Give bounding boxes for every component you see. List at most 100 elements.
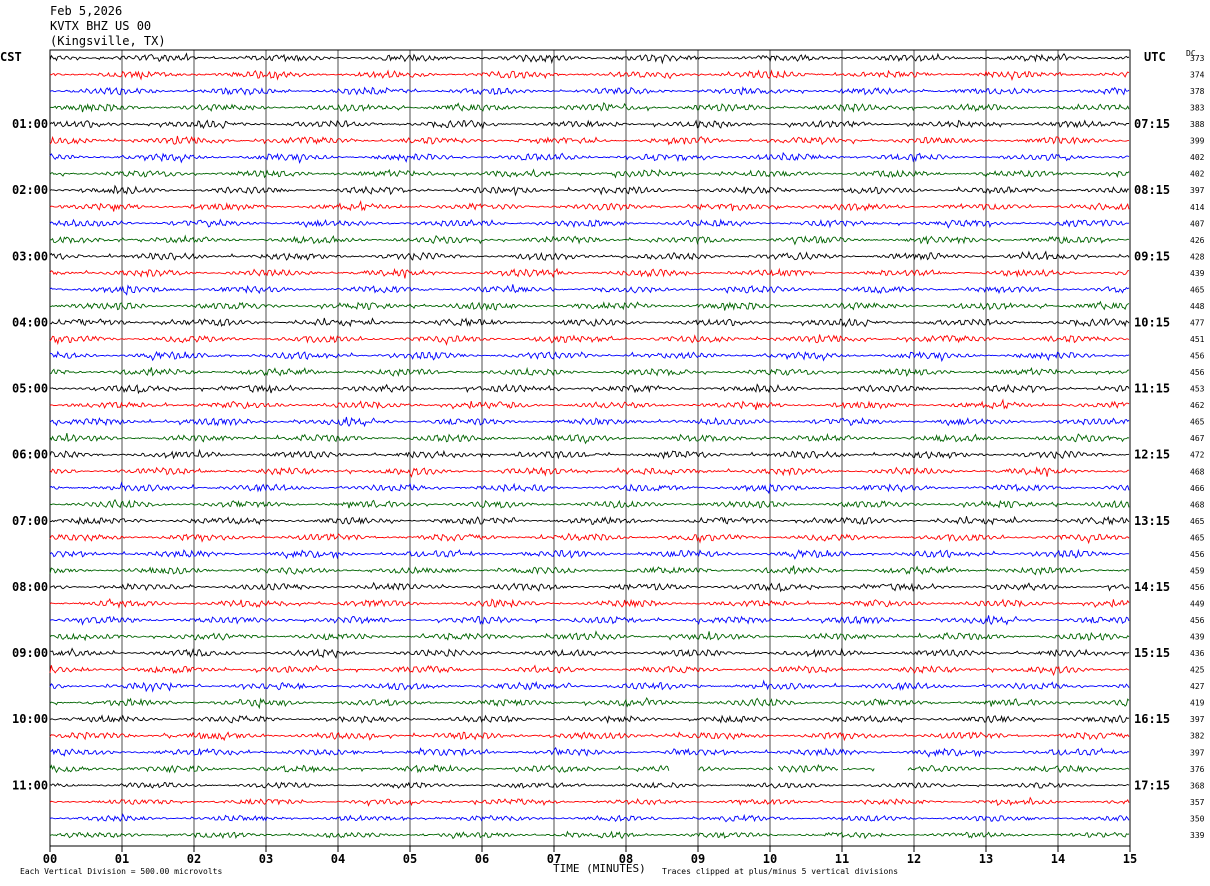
seismic-trace xyxy=(49,416,1130,428)
dc-offset-label: 472 xyxy=(1190,451,1205,460)
seismic-trace xyxy=(49,300,1130,311)
x-tick-label: 15 xyxy=(1123,852,1137,866)
dc-offset-label: 388 xyxy=(1190,120,1205,129)
seismic-trace xyxy=(49,101,1130,113)
dc-offset-label: 465 xyxy=(1190,285,1205,294)
seismic-trace xyxy=(49,466,1130,478)
x-tick-label: 07 xyxy=(547,852,561,866)
dc-offset-label: 382 xyxy=(1190,732,1205,741)
dc-offset-label: 459 xyxy=(1190,566,1205,575)
left-time-label: 03:00 xyxy=(12,249,48,263)
seismic-trace xyxy=(49,630,1130,642)
dc-offset-label: 397 xyxy=(1190,748,1205,757)
seismic-trace xyxy=(49,731,1130,742)
seismic-trace xyxy=(49,448,1130,460)
seismic-trace xyxy=(49,383,1130,395)
dc-offset-label: 428 xyxy=(1190,252,1205,261)
seismic-trace xyxy=(49,498,1130,509)
dc-offset-label: 402 xyxy=(1190,170,1205,179)
scale-note: Each Vertical Division = 500.00 microvol… xyxy=(20,867,223,876)
right-time-label: 09:15 xyxy=(1134,249,1170,263)
seismic-trace xyxy=(49,581,1130,593)
right-time-label: 07:15 xyxy=(1134,117,1170,131)
seismic-trace xyxy=(49,366,1130,377)
dc-offset-label: 465 xyxy=(1190,533,1205,542)
left-time-label: 11:00 xyxy=(12,778,48,792)
dc-offset-label: 383 xyxy=(1190,104,1205,113)
seismic-trace xyxy=(49,548,1130,560)
right-time-label: 08:15 xyxy=(1134,183,1170,197)
seismic-trace xyxy=(49,184,1130,197)
right-time-label: 13:15 xyxy=(1134,514,1170,528)
dc-offset-label: 462 xyxy=(1190,401,1205,410)
left-time-label: 05:00 xyxy=(12,382,48,396)
dc-offset-label: 466 xyxy=(1190,484,1205,493)
x-tick-label: 05 xyxy=(403,852,417,866)
seismic-trace xyxy=(49,796,1130,807)
seismic-trace xyxy=(49,119,1130,130)
plot-frame xyxy=(49,49,1131,847)
dc-offset-label: 402 xyxy=(1190,153,1205,162)
left-time-label: 08:00 xyxy=(12,580,48,594)
seismic-trace xyxy=(49,135,1129,146)
dc-offset-label: 477 xyxy=(1190,318,1205,327)
left-timezone-label: CST xyxy=(0,50,22,64)
seismic-trace xyxy=(49,86,1130,96)
seismic-trace xyxy=(49,317,1130,328)
x-tick-label: 11 xyxy=(835,852,849,866)
x-tick-label: 03 xyxy=(259,852,273,866)
dc-offset-label: 456 xyxy=(1190,583,1205,592)
station-location: (Kingsville, TX) xyxy=(50,34,166,48)
x-tick-label: 09 xyxy=(691,852,705,866)
seismic-trace xyxy=(49,664,1130,677)
dc-offset-label: 439 xyxy=(1190,633,1205,642)
x-tick-label: 14 xyxy=(1051,852,1065,866)
seismic-trace xyxy=(49,69,1130,81)
x-tick-label: 12 xyxy=(907,852,921,866)
seismic-trace xyxy=(49,234,1130,246)
left-time-label: 02:00 xyxy=(12,183,48,197)
seismic-trace xyxy=(49,781,1130,789)
seismic-trace xyxy=(49,598,1130,609)
right-time-label: 15:15 xyxy=(1134,646,1170,660)
x-tick-label: 10 xyxy=(763,852,777,866)
clip-note: Traces clipped at plus/minus 5 vertical … xyxy=(662,867,899,876)
dc-offset-label: 456 xyxy=(1190,352,1205,361)
seismic-trace xyxy=(49,615,1130,626)
left-time-label: 04:00 xyxy=(12,315,48,329)
dc-offset-label: 468 xyxy=(1190,500,1205,509)
seismic-trace xyxy=(49,398,1130,411)
x-tick-label: 00 xyxy=(43,852,57,866)
seismic-trace xyxy=(49,830,1130,840)
seismic-trace xyxy=(49,250,1130,261)
seismic-trace xyxy=(49,168,1130,179)
x-tick-label: 04 xyxy=(331,852,345,866)
seismic-trace xyxy=(49,267,1130,279)
left-time-label: 10:00 xyxy=(12,712,48,726)
seismic-trace xyxy=(49,679,1130,693)
right-time-label: 16:15 xyxy=(1134,712,1170,726)
seismic-trace xyxy=(49,714,1130,724)
right-time-label: 10:15 xyxy=(1134,315,1170,329)
seismic-trace xyxy=(49,284,1130,296)
dc-offset-label: 465 xyxy=(1190,517,1205,526)
dc-offset-label: 451 xyxy=(1190,335,1205,344)
seismic-trace xyxy=(49,813,1130,823)
right-timezone-label: UTC xyxy=(1144,50,1166,64)
seismic-trace xyxy=(49,218,1130,229)
seismic-trace xyxy=(49,481,1130,495)
dc-offset-label: 425 xyxy=(1190,666,1205,675)
seismic-trace xyxy=(49,200,1130,212)
dc-offset-label: 456 xyxy=(1190,368,1205,377)
dc-offset-label: 399 xyxy=(1190,137,1205,146)
left-time-label: 01:00 xyxy=(12,117,48,131)
dc-offset-label: 456 xyxy=(1190,550,1205,559)
dc-offset-label: 439 xyxy=(1190,269,1205,278)
x-axis-label: TIME (MINUTES) xyxy=(553,862,646,875)
right-time-label: 12:15 xyxy=(1134,448,1170,462)
dc-offset-label: 414 xyxy=(1190,203,1205,212)
seismic-trace xyxy=(49,52,1130,65)
dc-offset-label: 407 xyxy=(1190,219,1205,228)
dc-offset-label: 456 xyxy=(1190,616,1205,625)
